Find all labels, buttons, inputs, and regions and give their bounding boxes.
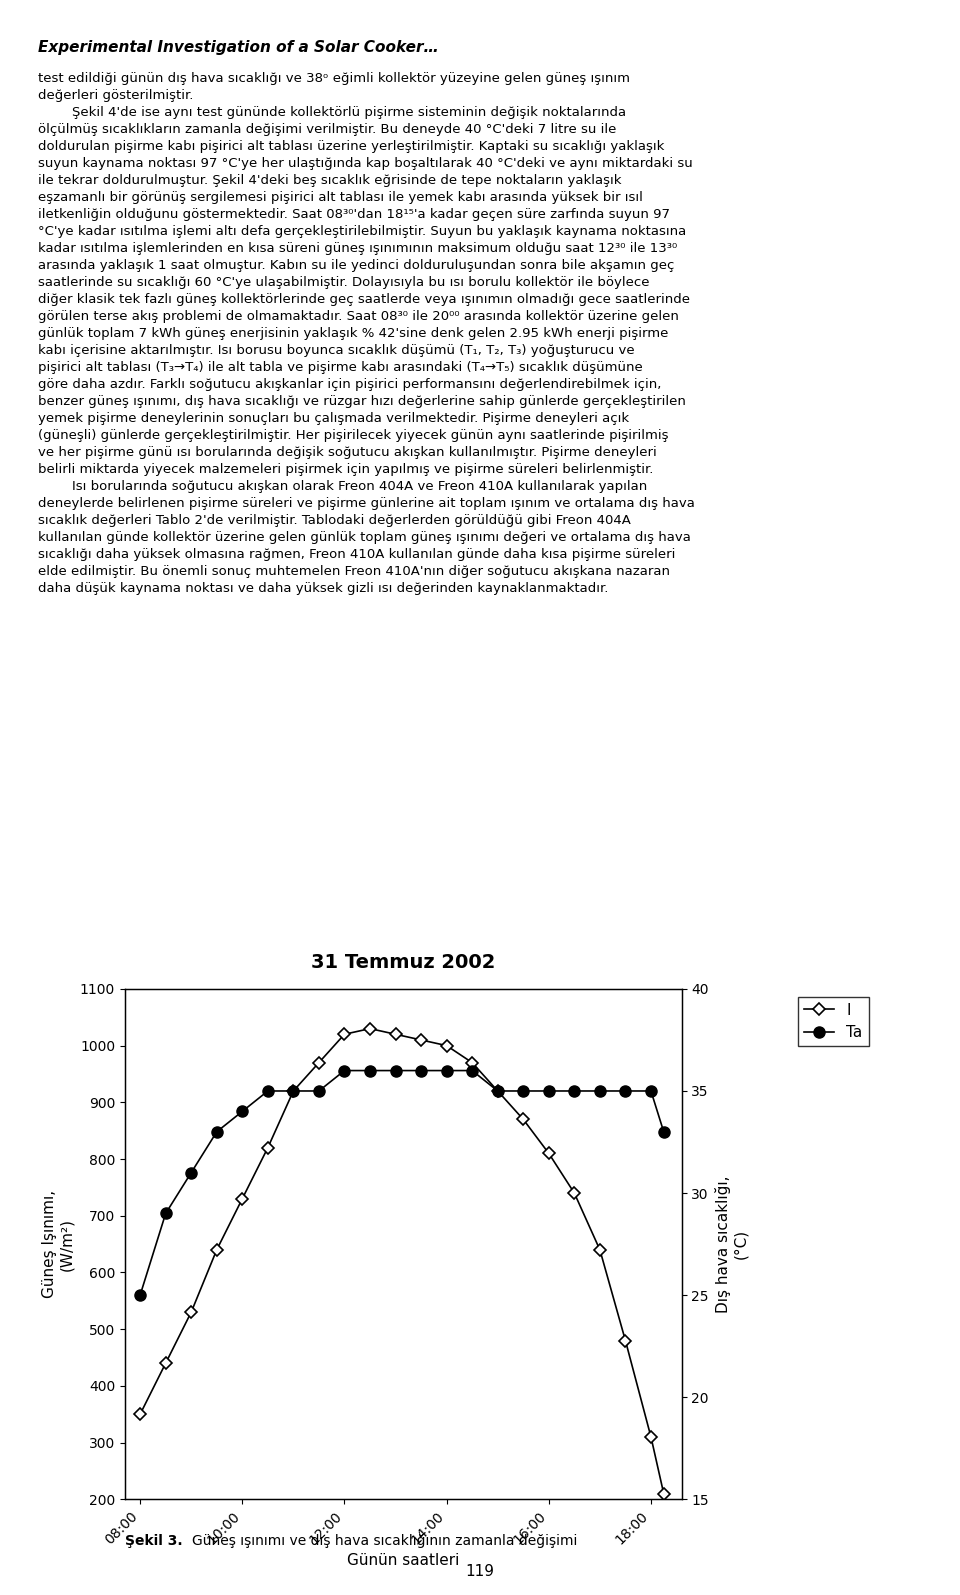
Ta: [313, 1081, 324, 1101]
Ta: [441, 1061, 452, 1080]
Legend: I, Ta: I, Ta: [798, 997, 869, 1046]
Ta: [467, 1061, 478, 1080]
Title: 31 Temmuz 2002: 31 Temmuz 2002: [311, 954, 495, 971]
I: [517, 1110, 529, 1129]
Ta: [543, 1081, 555, 1101]
I: [211, 1241, 223, 1260]
I: [160, 1354, 172, 1373]
I: [236, 1190, 248, 1209]
Y-axis label: Güneş Işınımı,
(W/m²): Güneş Işınımı, (W/m²): [42, 1190, 74, 1298]
I: [441, 1037, 452, 1056]
Ta: [492, 1081, 503, 1101]
I: [339, 1024, 350, 1043]
I: [619, 1330, 631, 1349]
I: [416, 1030, 427, 1050]
I: [390, 1024, 401, 1043]
Text: Güneş ışınımı ve dış hava sıcaklığının zamanla değişimi: Güneş ışınımı ve dış hava sıcaklığının z…: [192, 1534, 577, 1549]
Ta: [619, 1081, 631, 1101]
I: [467, 1053, 478, 1072]
I: [185, 1303, 197, 1322]
Ta: [568, 1081, 580, 1101]
I: [658, 1483, 669, 1502]
I: [543, 1144, 555, 1163]
I: [262, 1139, 274, 1158]
Text: Experimental Investigation of a Solar Cooker…: Experimental Investigation of a Solar Co…: [38, 40, 439, 54]
I: [288, 1081, 300, 1101]
X-axis label: Günün saatleri: Günün saatleri: [347, 1552, 460, 1568]
Ta: [416, 1061, 427, 1080]
Ta: [236, 1102, 248, 1121]
Line: I: I: [136, 1024, 668, 1498]
Ta: [594, 1081, 606, 1101]
Ta: [390, 1061, 401, 1080]
I: [134, 1405, 146, 1424]
I: [364, 1019, 375, 1038]
Ta: [517, 1081, 529, 1101]
Line: Ta: Ta: [134, 1065, 669, 1300]
Ta: [211, 1123, 223, 1142]
Ta: [658, 1123, 669, 1142]
I: [568, 1183, 580, 1203]
Ta: [185, 1163, 197, 1182]
I: [594, 1241, 606, 1260]
Text: Şekil 3.: Şekil 3.: [125, 1534, 187, 1549]
Text: 119: 119: [466, 1565, 494, 1579]
Ta: [288, 1081, 300, 1101]
Ta: [364, 1061, 375, 1080]
Ta: [160, 1204, 172, 1223]
Ta: [339, 1061, 350, 1080]
Ta: [645, 1081, 657, 1101]
Ta: [262, 1081, 274, 1101]
Text: test edildiği günün dış hava sıcaklığı ve 38ᵒ eğimli kollektör yüzeyine gelen gü: test edildiği günün dış hava sıcaklığı v…: [38, 72, 695, 595]
Ta: [134, 1286, 146, 1305]
I: [645, 1428, 657, 1447]
I: [492, 1081, 503, 1101]
Y-axis label: Dış hava sıcaklığı,
(°C): Dış hava sıcaklığı, (°C): [714, 1176, 748, 1313]
I: [313, 1053, 324, 1072]
